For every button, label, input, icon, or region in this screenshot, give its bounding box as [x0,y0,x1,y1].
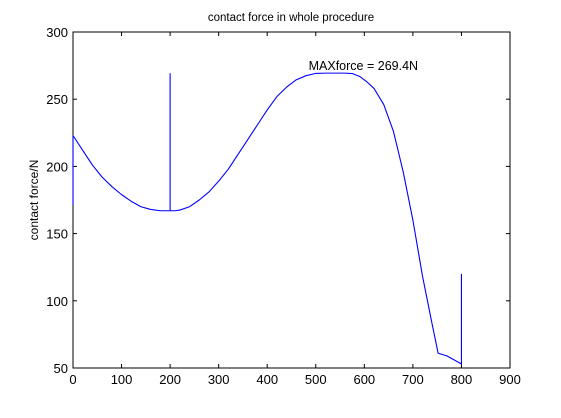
y-axis-ticks: 50 100 150 200 250 300 [46,25,510,376]
x-tick-label: 600 [353,372,375,387]
y-tick-label: 150 [46,227,68,242]
y-tick-label: 250 [46,92,68,107]
x-tick-label: 200 [159,372,181,387]
x-axis-ticks: 0 100 200 300 400 500 600 700 800 900 [69,32,521,387]
x-tick-label: 100 [111,372,133,387]
max-force-annotation: MAXforce = 269.4N [309,59,418,73]
y-tick-label: 50 [54,361,68,376]
x-tick-label: 900 [499,372,521,387]
chart-title: contact force in whole procedure [208,12,374,24]
x-tick-label: 800 [451,372,473,387]
x-tick-label: 400 [256,372,278,387]
x-tick-label: 300 [208,372,230,387]
x-tick-label: 500 [305,372,327,387]
x-tick-label: 0 [69,372,76,387]
y-tick-label: 300 [46,25,68,40]
x-tick-label: 700 [402,372,424,387]
y-tick-label: 100 [46,294,68,309]
plot-area-frame [72,31,511,369]
y-axis-label: contact force/N [27,160,41,241]
series-layer [72,72,462,365]
y-tick-label: 200 [46,159,68,174]
contact-force-line [72,72,462,365]
